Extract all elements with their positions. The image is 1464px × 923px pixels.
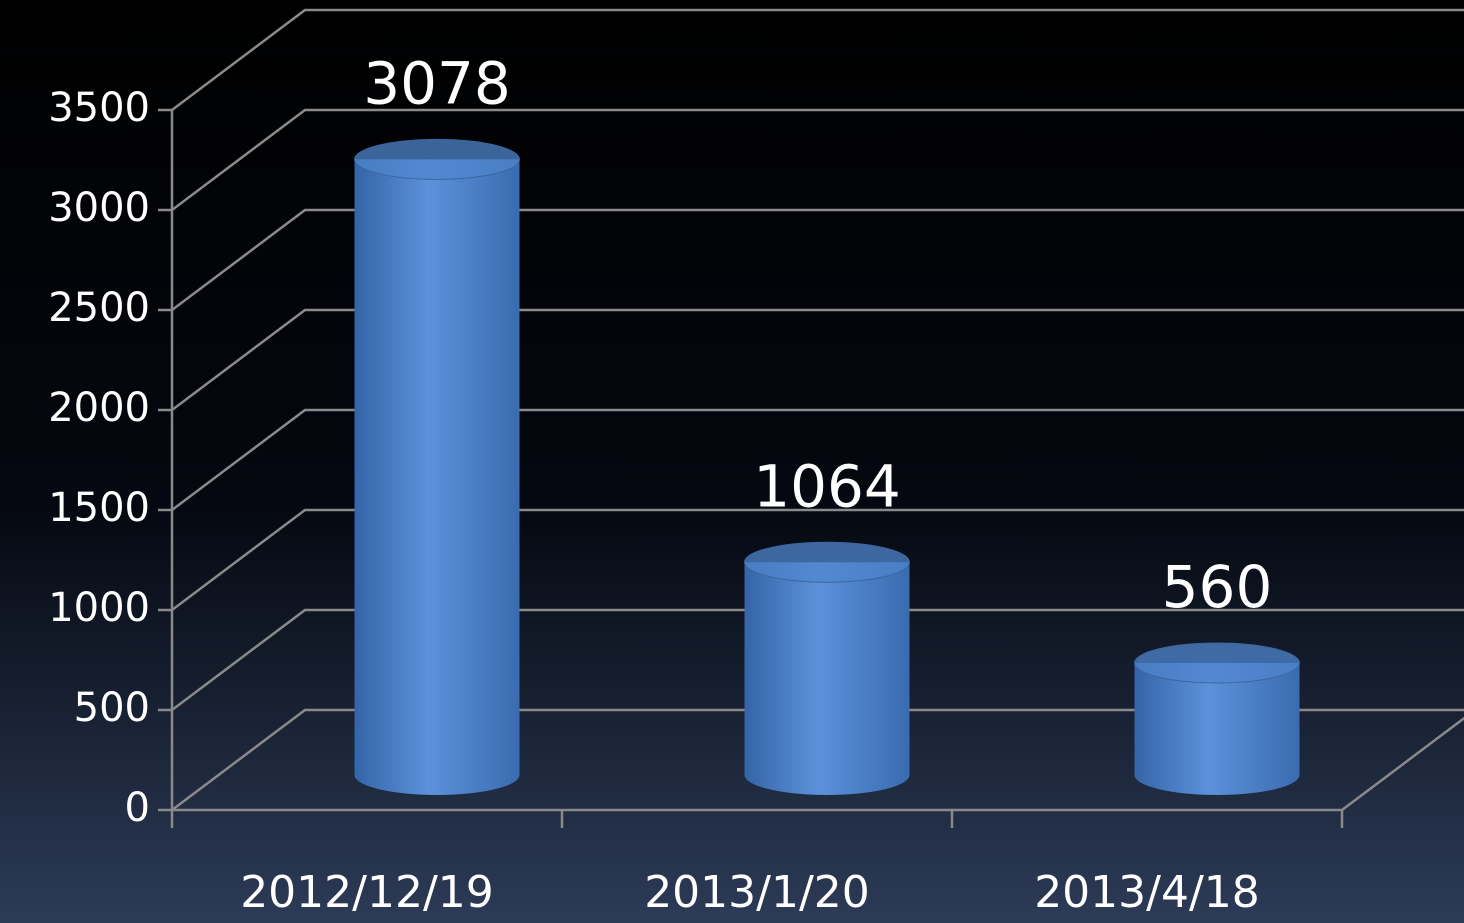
grid-line [171,608,1464,711]
y-tick-label: 500 [74,685,150,731]
cylinder-top [354,138,520,180]
y-tick-label: 1500 [48,485,150,531]
grid-line [171,708,1464,811]
y-tick-label: 2500 [48,285,150,331]
y-tick-label: 3000 [48,185,150,231]
cylinder-top [1134,642,1300,684]
bar [1134,642,1300,795]
grid: 0 500 1000 1500 2000 2500 3000 3500 2012/12/19 20… [48,8,1464,918]
grid-line [171,8,1464,111]
grid-line [171,308,1464,411]
bar [354,138,520,795]
grid-line [171,108,1464,211]
data-label: 3078 [363,50,511,118]
x-tick-label: 2013/1/20 [644,867,870,918]
y-tick-label: 3500 [48,85,150,131]
cylinder-body [1134,663,1300,795]
grid-line [171,508,1464,611]
x-tick-label: 2012/12/19 [240,867,494,918]
cylinder-top [744,541,910,583]
grid-line [171,408,1464,511]
grid-line [171,208,1464,311]
cylinder-body [744,562,910,795]
y-tick-label: 2000 [48,385,150,431]
cylinder-body [354,159,520,795]
bar [744,541,910,795]
y-tick-label: 1000 [48,585,150,631]
data-label: 1064 [753,452,901,520]
bars: 3078 1064 560 [354,50,1300,795]
y-tick-label: 0 [125,785,150,831]
x-tick-label: 2013/4/18 [1034,867,1260,918]
data-label: 560 [1162,553,1273,621]
